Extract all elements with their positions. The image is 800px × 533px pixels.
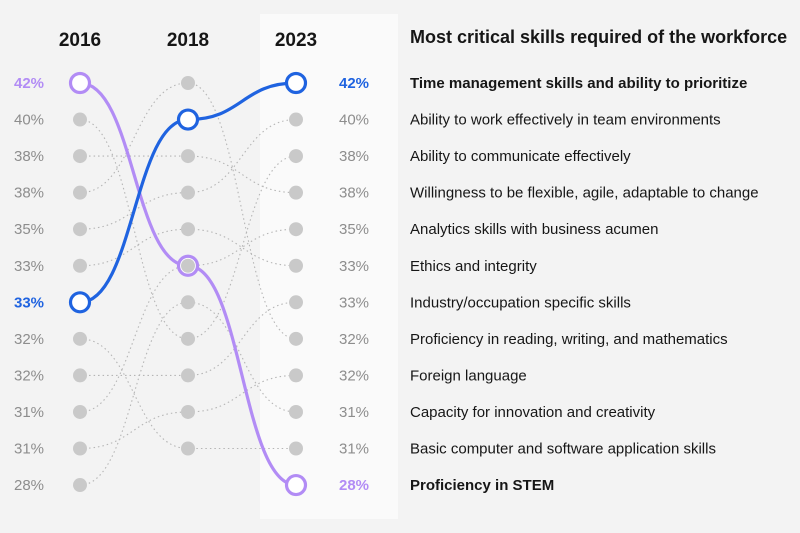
- skill-label-capacity-for-innovation-and-creativity: Capacity for innovation and creativity: [410, 404, 656, 421]
- series-line-time-management-skills-and-ability-to-prioritize: [79, 81, 297, 304]
- dot-2018-capacity-for-innovation-and-creativity: [181, 295, 195, 310]
- dot-2018-ethics-and-integrity: [181, 222, 195, 237]
- value-label-2023-rank-2: 40%: [339, 112, 369, 129]
- skill-label-analytics-skills-with-business-acumen: Analytics skills with business acumen: [410, 221, 658, 238]
- dot-2018-foreign-language: [181, 404, 195, 419]
- dot-2016-proficiency-in-reading-writing-and-mathematics: [73, 185, 87, 200]
- dot-2018-ability-to-work-effectively-in-team-environments: [181, 185, 195, 200]
- dot-2016-foreign-language: [73, 441, 87, 456]
- dot-2016-analytics-skills-with-business-acumen: [73, 404, 87, 419]
- dot-2023-proficiency-in-reading-writing-and-mathematics: [289, 331, 303, 346]
- series-line-analytics-skills-with-business-acumen: [79, 228, 297, 413]
- highlight-lines: [68, 71, 308, 497]
- skill-label-time-management-skills-and-ability-to-prioritize: Time management skills and ability to pr…: [410, 75, 747, 92]
- dot-2018-basic-computer-and-software-application-skills: [181, 441, 195, 456]
- dot-2016-ability-to-work-effectively-in-team-environments: [73, 222, 87, 237]
- dot-2016-proficiency-in-stem: [68, 71, 92, 95]
- value-and-skill-labels: 42% 42% Time management skills and ability…: [14, 75, 759, 494]
- value-label-2023-rank-12: 28%: [339, 477, 369, 494]
- skill-label-ability-to-work-effectively-in-team-environments: Ability to work effectively in team envi…: [410, 112, 721, 129]
- year-label-2018: 2018: [167, 30, 209, 51]
- value-label-2023-rank-8: 32%: [339, 331, 369, 348]
- value-label-2016-rank-9: 32%: [14, 367, 44, 384]
- dot-2023-proficiency-in-stem: [284, 473, 308, 497]
- value-label-2023-rank-11: 31%: [339, 441, 369, 458]
- dot-2018-willingness-to-be-flexible-agile-adaptable-to-change: [181, 149, 195, 164]
- value-label-2023-rank-9: 32%: [339, 367, 369, 384]
- dot-2023-ability-to-communicate-effectively: [289, 149, 303, 164]
- skill-label-ethics-and-integrity: Ethics and integrity: [410, 258, 537, 275]
- skill-label-industry-occupation-specific-skills: Industry/occupation specific skills: [410, 294, 631, 311]
- value-label-2023-rank-10: 31%: [339, 404, 369, 421]
- value-label-2023-rank-7: 33%: [339, 294, 369, 311]
- dot-2023-basic-computer-and-software-application-skills: [289, 441, 303, 456]
- dot-2023-ability-to-work-effectively-in-team-environments: [289, 112, 303, 127]
- dot-2016-basic-computer-and-software-application-skills: [73, 331, 87, 346]
- dot-2023-industry-occupation-specific-skills: [289, 295, 303, 310]
- dot-2018-ability-to-communicate-effectively: [181, 331, 195, 346]
- series-line-foreign-language: [79, 374, 297, 450]
- year-label-2016: 2016: [59, 30, 101, 51]
- value-label-2016-rank-2: 40%: [14, 112, 44, 129]
- chart-title: Most critical skills required of the wor…: [410, 27, 787, 47]
- dot-2023-willingness-to-be-flexible-agile-adaptable-to-change: [289, 185, 303, 200]
- value-label-2016-rank-10: 31%: [14, 404, 44, 421]
- dot-2016-time-management-skills-and-ability-to-prioritize: [68, 291, 92, 314]
- dot-2023-foreign-language: [289, 368, 303, 383]
- value-label-2016-rank-12: 28%: [14, 477, 44, 494]
- value-label-2016-rank-3: 38%: [14, 148, 44, 165]
- value-label-2016-rank-11: 31%: [14, 441, 44, 458]
- skill-label-basic-computer-and-software-application-skills: Basic computer and software application …: [410, 441, 716, 458]
- dot-2023-capacity-for-innovation-and-creativity: [289, 404, 303, 419]
- dot-2016-ethics-and-integrity: [73, 258, 87, 273]
- value-label-2016-rank-6: 33%: [14, 258, 44, 275]
- dot-2016-industry-occupation-specific-skills: [73, 368, 87, 383]
- rank-dots: [73, 76, 303, 493]
- skill-label-willingness-to-be-flexible-agile-adaptable-to-change: Willingness to be flexible, agile, adapt…: [410, 185, 759, 202]
- value-label-2016-rank-7: 33%: [14, 294, 44, 311]
- dot-2016-willingness-to-be-flexible-agile-adaptable-to-change: [73, 149, 87, 164]
- value-label-2023-rank-6: 33%: [339, 258, 369, 275]
- skill-label-proficiency-in-reading-writing-and-mathematics: Proficiency in reading, writing, and mat…: [410, 331, 728, 348]
- series-line-ethics-and-integrity: [79, 228, 297, 267]
- dot-2018-proficiency-in-reading-writing-and-mathematics: [181, 76, 195, 90]
- dot-2016-capacity-for-innovation-and-creativity: [73, 478, 87, 493]
- value-label-2023-rank-5: 35%: [339, 221, 369, 238]
- dot-2016-ability-to-communicate-effectively: [73, 112, 87, 127]
- skill-label-foreign-language: Foreign language: [410, 367, 527, 384]
- dot-2023-time-management-skills-and-ability-to-prioritize: [284, 71, 308, 95]
- skill-label-proficiency-in-stem: Proficiency in STEM: [410, 477, 554, 494]
- dot-2018-time-management-skills-and-ability-to-prioritize: [176, 108, 200, 131]
- dot-2018-industry-occupation-specific-skills: [181, 368, 195, 383]
- value-label-2016-rank-8: 32%: [14, 331, 44, 348]
- value-label-2016-rank-4: 38%: [14, 185, 44, 202]
- value-label-2016-rank-5: 35%: [14, 221, 44, 238]
- value-label-2023-rank-4: 38%: [339, 185, 369, 202]
- dot-2018-analytics-skills-with-business-acumen: [181, 258, 195, 273]
- year-label-2023: 2023: [275, 30, 317, 51]
- value-label-2023-rank-1: 42%: [339, 75, 369, 92]
- series-line-capacity-for-innovation-and-creativity: [79, 301, 297, 486]
- value-label-2023-rank-3: 38%: [339, 148, 369, 165]
- highlight-2023-panel: [260, 14, 398, 519]
- skill-label-ability-to-communicate-effectively: Ability to communicate effectively: [410, 148, 631, 165]
- dot-2023-analytics-skills-with-business-acumen: [289, 222, 303, 237]
- dot-2023-ethics-and-integrity: [289, 258, 303, 273]
- value-label-2016-rank-1: 42%: [14, 75, 44, 92]
